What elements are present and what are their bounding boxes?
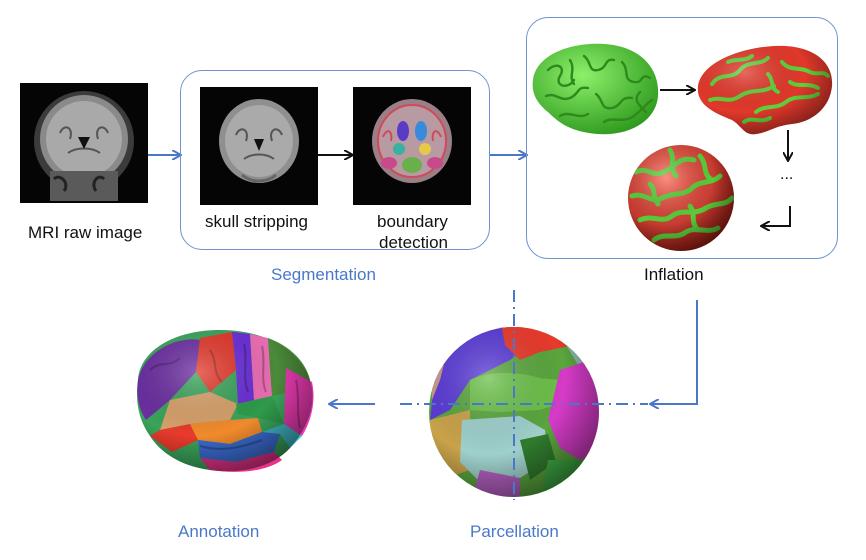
segmentation-box (180, 70, 490, 250)
segmentation-label: Segmentation (271, 265, 376, 284)
inflation-box (526, 17, 838, 259)
inflation-label: Inflation (644, 265, 704, 284)
boundary-label-line2: detection (379, 233, 448, 252)
arrow-inflation-to-parcellation (651, 300, 698, 404)
boundary-label-line1: boundary (377, 212, 448, 231)
inflated-sphere (628, 145, 734, 251)
annotation-label: Annotation (178, 522, 260, 541)
folded-brain-green (532, 43, 659, 135)
mri-raw-image (20, 83, 148, 203)
arrow-to-sphere (762, 206, 791, 226)
skull-stripping-label: skull stripping (205, 212, 308, 231)
parcellation-label: Parcellation (470, 522, 559, 541)
skull-stripped-image (200, 87, 318, 205)
raw-image-label: MRI raw image (28, 223, 143, 242)
inflated-brain (697, 45, 833, 135)
annotated-brain (137, 330, 314, 472)
boundary-detection-image (353, 87, 471, 205)
ellipsis-label: ... (780, 166, 794, 183)
